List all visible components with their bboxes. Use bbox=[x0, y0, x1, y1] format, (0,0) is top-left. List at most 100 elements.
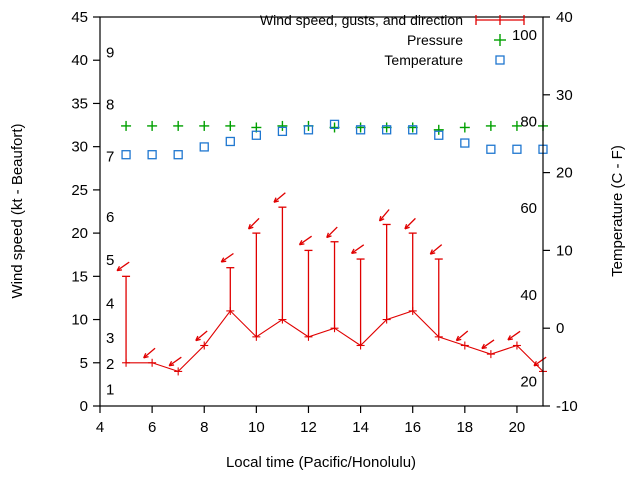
fahrenheit-label: 20 bbox=[520, 373, 537, 390]
wind-direction-arrow bbox=[481, 339, 495, 349]
beaufort-label: 3 bbox=[106, 330, 114, 347]
wind-direction-arrowhead bbox=[507, 338, 513, 341]
temperature-marker bbox=[251, 130, 262, 140]
wind-direction-arrowhead bbox=[247, 223, 251, 230]
wind-direction-arrow bbox=[220, 252, 234, 263]
wind-direction-arrowhead bbox=[221, 260, 227, 263]
wind-direction-arrows bbox=[116, 192, 547, 367]
wind-direction-arrowhead bbox=[195, 335, 199, 341]
wind-direction-arrow bbox=[507, 330, 521, 341]
temperature-marker bbox=[147, 150, 157, 160]
x-tick-label: 14 bbox=[352, 419, 369, 436]
wind-direction-arrowhead bbox=[379, 218, 385, 222]
wind-direction-arrowhead bbox=[481, 343, 485, 349]
fahrenheit-label: 40 bbox=[520, 287, 537, 304]
wind-direction-arrow bbox=[455, 330, 469, 342]
wind-direction-arrowhead bbox=[326, 232, 330, 238]
wind-direction-arrowhead bbox=[378, 215, 382, 222]
wind-direction-arrow bbox=[116, 261, 130, 272]
y2-axis-title: Temperature (C - F) bbox=[609, 145, 626, 277]
temperature-marker bbox=[277, 126, 288, 137]
wind-direction-arrow bbox=[143, 347, 156, 359]
bottom-axis-ticks: 4 6 8 10 12 14 16 18 20 bbox=[96, 406, 525, 436]
beaufort-label: 1 bbox=[106, 382, 114, 399]
wind-direction-arrow bbox=[379, 209, 390, 222]
y-tick-label: 30 bbox=[71, 139, 88, 156]
wind-direction-arrowhead bbox=[533, 361, 537, 367]
wind-direction-arrow bbox=[404, 217, 416, 230]
beaufort-label: 6 bbox=[106, 209, 114, 226]
wind-direction-arrowhead bbox=[195, 338, 201, 342]
temperature-marker bbox=[381, 125, 392, 135]
plot-frame bbox=[99, 16, 544, 407]
temperature-marker bbox=[225, 136, 235, 147]
plot-background bbox=[100, 17, 543, 406]
y2-tick-label: 0 bbox=[556, 320, 564, 337]
x-tick-label: 20 bbox=[509, 419, 526, 436]
temperature-marker bbox=[408, 125, 418, 135]
wind-direction-arrow bbox=[195, 330, 208, 342]
legend-label: Wind speed, gusts, and direction bbox=[260, 12, 463, 28]
wind-direction-arrowhead bbox=[143, 353, 147, 359]
wind-direction-arrowhead bbox=[273, 200, 279, 203]
wind-direction-arrowhead bbox=[273, 197, 277, 203]
y-tick-label: 40 bbox=[71, 52, 88, 69]
y-tick-label: 45 bbox=[71, 9, 88, 26]
y-tick-label: 10 bbox=[71, 312, 88, 329]
beaufort-label: 4 bbox=[106, 295, 114, 312]
beaufort-label: 7 bbox=[106, 148, 114, 165]
wind-direction-arrowhead bbox=[455, 335, 460, 341]
wind-direction-arrowhead bbox=[429, 249, 433, 255]
wind-direction-arrowhead bbox=[299, 243, 305, 246]
wind-direction-arrowhead bbox=[116, 269, 123, 272]
wind-direction-arrowhead bbox=[404, 226, 410, 230]
x-tick-label: 18 bbox=[456, 419, 473, 436]
x-tick-label: 6 bbox=[148, 419, 156, 436]
x-tick-label: 12 bbox=[300, 419, 317, 436]
wind-direction-arrowhead bbox=[116, 265, 121, 271]
wind-direction-arrow bbox=[351, 244, 365, 254]
x-tick-label: 16 bbox=[404, 419, 421, 436]
wind-direction-arrow bbox=[429, 244, 443, 255]
wind-direction-arrowhead bbox=[481, 347, 487, 350]
y2-tick-label: -10 bbox=[556, 398, 578, 415]
fahrenheit-label: 100 bbox=[512, 27, 537, 44]
y-tick-label: 25 bbox=[71, 182, 88, 199]
legend-label: Temperature bbox=[384, 52, 463, 68]
wind-direction-arrowhead bbox=[168, 361, 173, 367]
beaufort-label: 8 bbox=[106, 96, 114, 113]
temperature-marker bbox=[303, 125, 314, 135]
wind-direction-arrowhead bbox=[533, 364, 540, 367]
temperature-marker bbox=[199, 142, 209, 152]
y-tick-label: 35 bbox=[71, 95, 88, 112]
wind-direction-arrow bbox=[299, 235, 312, 246]
wind-direction-arrowhead bbox=[351, 251, 357, 254]
beaufort-label: 2 bbox=[106, 356, 114, 373]
wind-direction-arrowhead bbox=[298, 240, 303, 246]
x-axis-title: Local time (Pacific/Honolulu) bbox=[226, 454, 416, 471]
y2-tick-label: 30 bbox=[556, 87, 573, 104]
wind-direction-arrow bbox=[248, 217, 260, 230]
fahrenheit-label: 60 bbox=[520, 200, 537, 217]
left-axis-ticks: 0 5 10 15 20 25 30 35 40 45 bbox=[71, 9, 100, 415]
wind-direction-arrowhead bbox=[507, 335, 511, 341]
y-tick-label: 5 bbox=[80, 355, 88, 372]
wind-gust-bars bbox=[122, 206, 443, 363]
wind-direction-arrowhead bbox=[430, 252, 436, 255]
y2-tick-label: 10 bbox=[556, 242, 573, 259]
y-tick-label: 0 bbox=[80, 398, 88, 415]
right-axis-ticks: -10 0 10 20 30 40 bbox=[543, 9, 578, 415]
legend-label: Pressure bbox=[407, 32, 463, 48]
y-axis-title: Wind speed (kt - Beaufort) bbox=[9, 123, 26, 298]
wind-direction-arrowhead bbox=[248, 226, 254, 230]
x-tick-label: 4 bbox=[96, 419, 104, 436]
legend-temperature-sample bbox=[495, 55, 505, 65]
y2-tick-label: 40 bbox=[556, 9, 573, 26]
temperature-marker bbox=[355, 125, 366, 135]
wind-direction-arrowhead bbox=[351, 248, 355, 254]
wind-direction-arrow bbox=[326, 226, 338, 238]
wind-direction-arrowhead bbox=[326, 235, 332, 239]
y2-tick-label: 20 bbox=[556, 165, 573, 182]
